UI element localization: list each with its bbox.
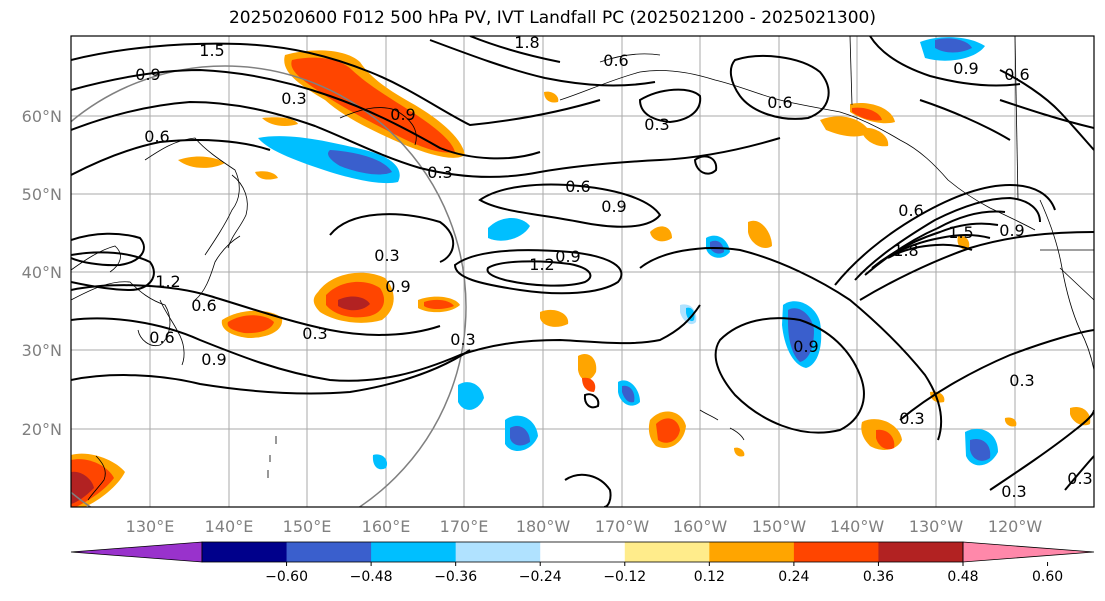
colorbar-extension-low [70, 541, 203, 563]
map-frame [70, 35, 1095, 508]
contour-label: 0.9 [385, 277, 410, 296]
lat-label: 50°N [22, 185, 62, 204]
lon-label: 170°W [595, 517, 650, 536]
colorbar-outline [201, 541, 964, 563]
contour-label: 0.6 [898, 201, 923, 220]
contour-label: 1.8 [514, 33, 539, 52]
range-circle [71, 65, 467, 507]
latitude-labels: 60°N 50°N 40°N 30°N 20°N [22, 107, 62, 439]
contour-labels: 1.5 0.9 0.3 0.6 1.8 0.6 0.9 0.3 0.6 0.3 … [135, 33, 1092, 501]
contour-label: 0.9 [555, 247, 580, 266]
lon-label: 150°E [283, 517, 332, 536]
lon-label: 160°E [362, 517, 411, 536]
contour-label: 1.5 [199, 41, 224, 60]
contour-label: 0.3 [374, 246, 399, 265]
map-title: 2025020600 F012 500 hPa PV, IVT Landfall… [228, 8, 876, 28]
colorbar-segment [709, 542, 795, 562]
contour-label: 1.5 [948, 223, 973, 242]
colorbar-tick-label: −0.48 [350, 569, 393, 585]
colorbar-tick-label: −0.12 [603, 569, 646, 585]
contour-label: 0.9 [601, 197, 626, 216]
contour-label: 0.3 [1067, 469, 1092, 488]
lon-label: 140°E [205, 517, 254, 536]
colorbar-segment [624, 542, 710, 562]
contour-label: 0.9 [953, 59, 978, 78]
contour-label: 0.3 [427, 163, 452, 182]
colorbar-segment [286, 542, 372, 562]
colorbar-tick-label: 0.12 [694, 569, 725, 585]
colorbar-tick-label: 0.24 [778, 569, 809, 585]
colorbar-tick-label: −0.36 [434, 569, 477, 585]
contour-label: 0.3 [644, 115, 669, 134]
lon-label: 120°W [988, 517, 1043, 536]
contour-label: 0.9 [390, 105, 415, 124]
longitude-labels: 130°E 140°E 150°E 160°E 170°E 180°W 170°… [126, 517, 1043, 536]
colorbar-tick-label: 0.60 [1032, 569, 1063, 585]
lon-label: 180°W [516, 517, 571, 536]
colorbar-tick-label: 0.36 [863, 569, 894, 585]
colorbar-segment [455, 542, 541, 562]
contour-label: 0.6 [565, 177, 590, 196]
colorbar-segment [371, 542, 457, 562]
contour-label: 0.3 [899, 409, 924, 428]
contour-label: 0.6 [1004, 65, 1029, 84]
contour-label: 0.6 [191, 296, 216, 315]
lon-label: 130°E [126, 517, 175, 536]
colorbar-extension-high [962, 541, 1095, 563]
lon-label: 150°W [752, 517, 807, 536]
contour-label: 0.9 [999, 221, 1024, 240]
colorbar-tick-label: 0.48 [947, 569, 978, 585]
contour-label: 0.3 [1009, 371, 1034, 390]
lon-label: 130°W [909, 517, 964, 536]
lat-label: 20°N [22, 420, 62, 439]
contour-label: 0.6 [149, 328, 174, 347]
contour-label: 1.2 [529, 255, 554, 274]
colorbar-tick-label: −0.60 [265, 569, 308, 585]
lat-label: 30°N [22, 341, 62, 360]
lon-label: 140°W [830, 517, 885, 536]
contour-label: 0.3 [302, 324, 327, 343]
colorbar-segment [793, 542, 879, 562]
contour-label: 0.3 [450, 330, 475, 349]
colorbar-tick-label: −0.24 [519, 569, 562, 585]
contour-label: 0.9 [793, 337, 818, 356]
colorbar-segment [202, 542, 288, 562]
contour-label: 0.6 [767, 93, 792, 112]
contour-label: 1.8 [893, 241, 918, 260]
contour-label: 0.6 [603, 51, 628, 70]
contour-label: 0.3 [281, 89, 306, 108]
colorbar: −0.60 −0.48 −0.36 −0.24 −0.12 0.12 0.24 0.36 0.4… [70, 541, 1095, 585]
contour-label: 0.9 [135, 65, 160, 84]
contour-label: 0.6 [144, 127, 169, 146]
lat-label: 40°N [22, 263, 62, 282]
pv-contours [71, 36, 1094, 507]
colorbar-segment [878, 542, 964, 562]
lon-label: 170°E [440, 517, 489, 536]
contour-label: 1.2 [155, 272, 180, 291]
lat-label: 60°N [22, 107, 62, 126]
colorbar-segment [540, 542, 626, 562]
contour-label: 0.3 [1001, 482, 1026, 501]
contour-label: 0.9 [201, 350, 226, 369]
lon-label: 160°W [673, 517, 728, 536]
